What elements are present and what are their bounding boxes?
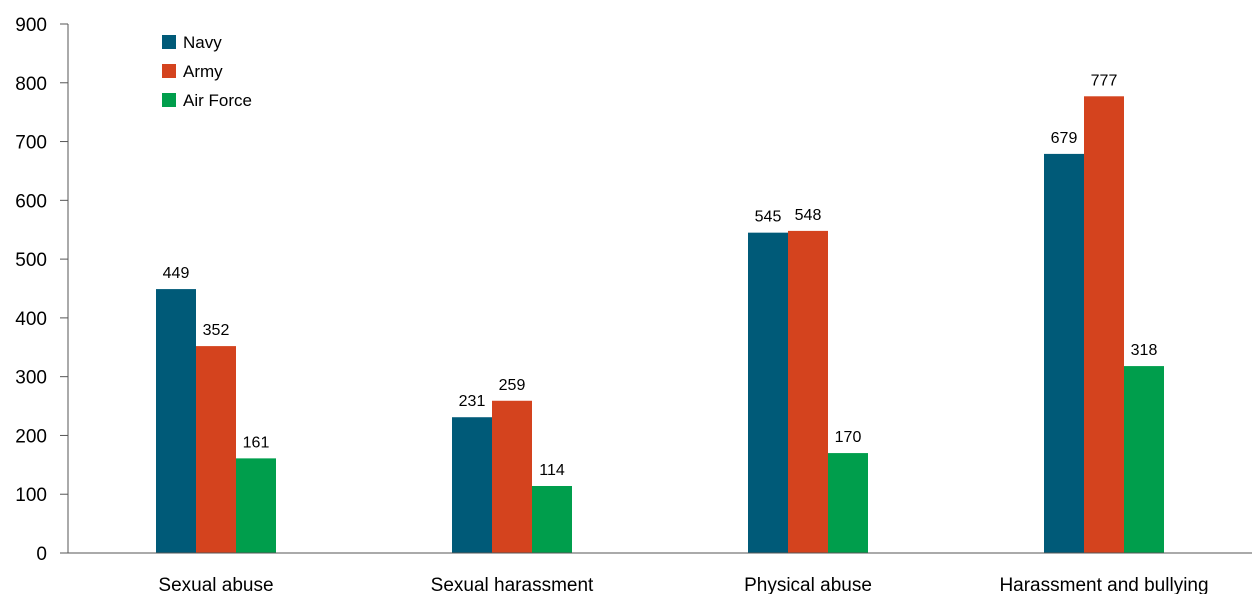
x-category-label: Sexual harassment [431, 575, 594, 594]
bar-air-force [828, 453, 868, 553]
y-tick-label: 700 [15, 133, 47, 154]
x-category-label: Physical abuse [744, 575, 872, 594]
bar-value-label: 548 [795, 207, 822, 224]
y-tick-label: 600 [15, 191, 47, 212]
bar-army [196, 346, 236, 553]
bar-value-label: 114 [539, 462, 565, 479]
x-category-label: Sexual abuse [158, 575, 273, 594]
bar-value-label: 679 [1051, 130, 1078, 147]
bar-value-label: 170 [835, 429, 862, 446]
bars [156, 96, 1164, 554]
bar-value-label: 449 [163, 265, 190, 282]
y-tick-label: 900 [15, 15, 47, 36]
bar-army [788, 230, 828, 554]
legend-label: Navy [183, 33, 222, 52]
bar-navy [1044, 153, 1084, 553]
value-labels: 449 352 161 231 259 114 545 548 170 679 777 318 [163, 72, 1158, 479]
bar-air-force [532, 485, 572, 553]
y-tick-label: 200 [15, 426, 47, 447]
bar-value-label: 318 [1131, 342, 1158, 359]
bar-value-label: 352 [203, 322, 230, 339]
y-tick-label: 400 [15, 309, 47, 330]
bar-value-label: 777 [1091, 72, 1118, 89]
legend: Navy Army Air Force [162, 33, 252, 110]
bar-navy [452, 417, 492, 553]
legend-swatch [162, 35, 176, 49]
x-category-label: Harassment and bullying [999, 575, 1208, 594]
legend-swatch [162, 64, 176, 78]
legend-label: Army [183, 62, 223, 81]
bar-value-label: 545 [755, 209, 782, 226]
bar-army [492, 400, 532, 553]
y-tick-label: 300 [15, 368, 47, 389]
y-tick-label: 100 [15, 485, 47, 506]
legend-swatch [162, 93, 176, 107]
y-tick-label: 0 [36, 544, 47, 565]
y-axis: 0 100 200 300 400 500 600 700 800 900 [15, 15, 69, 565]
bar-navy [748, 232, 788, 553]
legend-label: Air Force [183, 91, 252, 110]
bar-value-label: 161 [243, 434, 270, 451]
bar-value-label: 231 [459, 393, 486, 410]
bar-air-force [1124, 366, 1164, 553]
y-tick-label: 500 [15, 250, 47, 271]
bar-air-force [236, 458, 276, 553]
bar-navy [156, 289, 196, 553]
y-tick-label: 800 [15, 74, 47, 95]
x-axis: Sexual abuse Sexual harassment Physical ab… [68, 552, 1252, 594]
bar-army [1084, 96, 1124, 554]
bar-value-label: 259 [499, 377, 526, 394]
